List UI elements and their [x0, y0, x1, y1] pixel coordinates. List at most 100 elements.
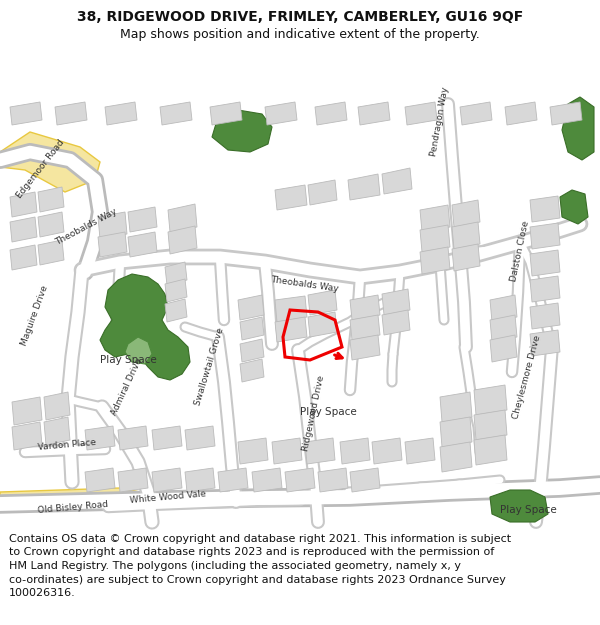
- Text: Ridgewood Drive: Ridgewood Drive: [301, 374, 326, 452]
- Text: Cheylesmore Drive: Cheylesmore Drive: [511, 334, 542, 420]
- Text: Theobalds Way: Theobalds Way: [270, 275, 339, 294]
- Polygon shape: [0, 132, 100, 192]
- Polygon shape: [405, 102, 437, 125]
- Polygon shape: [358, 102, 390, 125]
- Text: Contains OS data © Crown copyright and database right 2021. This information is : Contains OS data © Crown copyright and d…: [9, 534, 511, 598]
- Polygon shape: [490, 335, 517, 362]
- Polygon shape: [420, 247, 450, 274]
- Polygon shape: [165, 299, 187, 322]
- Polygon shape: [240, 359, 264, 382]
- Text: Play Space: Play Space: [500, 505, 556, 515]
- Polygon shape: [382, 289, 410, 315]
- Polygon shape: [382, 310, 410, 335]
- Polygon shape: [128, 232, 157, 257]
- Polygon shape: [38, 240, 64, 265]
- Polygon shape: [10, 245, 37, 270]
- Polygon shape: [152, 468, 182, 492]
- Polygon shape: [165, 262, 187, 285]
- Polygon shape: [350, 335, 380, 360]
- Polygon shape: [272, 438, 302, 464]
- Polygon shape: [308, 290, 337, 315]
- Text: 38, RIDGEWOOD DRIVE, FRIMLEY, CAMBERLEY, GU16 9QF: 38, RIDGEWOOD DRIVE, FRIMLEY, CAMBERLEY,…: [77, 11, 523, 24]
- Polygon shape: [308, 180, 337, 205]
- Polygon shape: [530, 196, 560, 222]
- Polygon shape: [265, 102, 297, 125]
- Polygon shape: [98, 212, 127, 239]
- Polygon shape: [118, 426, 148, 450]
- Polygon shape: [372, 438, 402, 464]
- Text: Swallowtail Grove: Swallowtail Grove: [193, 327, 226, 407]
- Polygon shape: [530, 250, 560, 276]
- Polygon shape: [152, 426, 182, 450]
- Text: White Wood Vale: White Wood Vale: [129, 489, 206, 505]
- Polygon shape: [238, 438, 268, 464]
- Polygon shape: [252, 468, 282, 492]
- Polygon shape: [218, 468, 248, 492]
- Polygon shape: [105, 102, 137, 125]
- Polygon shape: [10, 192, 37, 217]
- Polygon shape: [530, 223, 560, 249]
- Polygon shape: [560, 190, 588, 224]
- Polygon shape: [530, 330, 560, 356]
- Polygon shape: [382, 168, 412, 194]
- Polygon shape: [240, 339, 264, 362]
- Polygon shape: [305, 438, 335, 464]
- Polygon shape: [505, 102, 537, 125]
- Polygon shape: [275, 317, 307, 342]
- Polygon shape: [318, 468, 348, 492]
- Polygon shape: [440, 442, 472, 472]
- Polygon shape: [308, 312, 337, 337]
- Polygon shape: [125, 337, 152, 364]
- Polygon shape: [212, 110, 272, 152]
- Polygon shape: [85, 426, 115, 450]
- Polygon shape: [490, 315, 517, 342]
- Polygon shape: [530, 276, 560, 302]
- Polygon shape: [285, 468, 315, 492]
- Polygon shape: [340, 438, 370, 464]
- Text: Admiral Drive: Admiral Drive: [110, 357, 144, 417]
- Polygon shape: [405, 438, 435, 464]
- Polygon shape: [10, 102, 42, 125]
- Polygon shape: [474, 435, 507, 465]
- Polygon shape: [440, 417, 472, 447]
- Polygon shape: [168, 204, 197, 232]
- Polygon shape: [490, 490, 548, 522]
- Polygon shape: [275, 296, 307, 322]
- Polygon shape: [240, 317, 264, 340]
- Polygon shape: [452, 200, 480, 227]
- Text: Theobalds Way: Theobalds Way: [54, 207, 118, 247]
- Polygon shape: [165, 279, 187, 302]
- Polygon shape: [452, 222, 480, 249]
- Text: Play Space: Play Space: [299, 407, 356, 417]
- Polygon shape: [275, 185, 307, 210]
- Polygon shape: [350, 295, 380, 320]
- Text: Pendragon Way: Pendragon Way: [429, 86, 450, 157]
- Polygon shape: [85, 468, 115, 492]
- Polygon shape: [460, 102, 492, 125]
- Polygon shape: [474, 410, 507, 440]
- Polygon shape: [210, 102, 242, 125]
- Polygon shape: [12, 422, 42, 450]
- Polygon shape: [474, 385, 507, 415]
- Text: Maguire Drive: Maguire Drive: [20, 284, 50, 347]
- Polygon shape: [118, 468, 148, 492]
- Polygon shape: [440, 392, 472, 422]
- Text: Map shows position and indicative extent of the property.: Map shows position and indicative extent…: [120, 28, 480, 41]
- Text: Dalston Close: Dalston Close: [509, 219, 531, 282]
- Polygon shape: [562, 97, 594, 160]
- Polygon shape: [100, 274, 190, 380]
- Text: Play Space: Play Space: [100, 355, 157, 365]
- Polygon shape: [55, 102, 87, 125]
- Polygon shape: [350, 315, 380, 340]
- Text: Vardon Place: Vardon Place: [37, 438, 96, 452]
- Polygon shape: [550, 102, 582, 125]
- Polygon shape: [315, 102, 347, 125]
- Polygon shape: [185, 468, 215, 492]
- Polygon shape: [10, 217, 37, 242]
- Polygon shape: [168, 226, 197, 254]
- Text: Edgemoor Road: Edgemoor Road: [15, 138, 66, 200]
- Polygon shape: [44, 392, 70, 420]
- Polygon shape: [12, 397, 42, 425]
- Polygon shape: [160, 102, 192, 125]
- Polygon shape: [420, 205, 450, 232]
